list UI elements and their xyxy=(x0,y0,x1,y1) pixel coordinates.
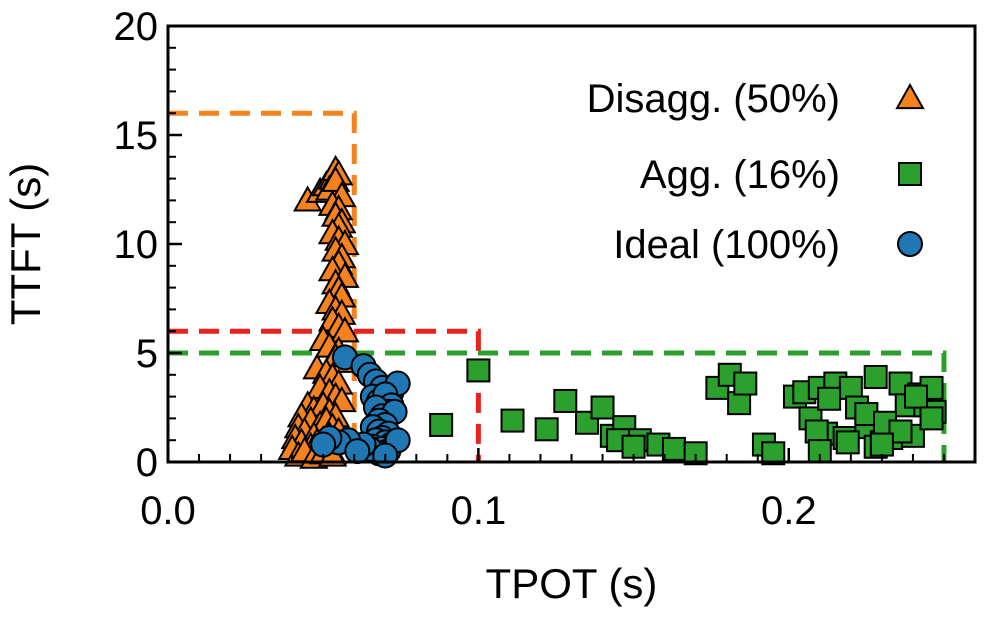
square-point xyxy=(835,430,860,455)
square-point xyxy=(661,436,686,461)
y-tick-label: 5 xyxy=(136,332,158,376)
square-point xyxy=(553,388,578,413)
square-point xyxy=(919,406,944,431)
y-tick-label: 20 xyxy=(114,5,159,49)
square-point xyxy=(863,364,888,389)
legend-label: Agg. (16%) xyxy=(640,153,840,197)
square-point xyxy=(534,417,559,442)
axes: 0 5 10 15 20 0.0 0.1 0.2 xyxy=(114,5,945,533)
legend-label: Ideal (100%) xyxy=(613,223,840,267)
square-point xyxy=(429,412,454,437)
legend: Disagg. (50%) Agg. (16%) Ideal (100%) xyxy=(587,77,925,267)
slo-threshold-line xyxy=(168,328,481,462)
square-point xyxy=(500,408,525,433)
x-axis-label: TPOT (s) xyxy=(486,560,658,607)
y-tick-label: 15 xyxy=(114,114,159,158)
y-tick-label: 10 xyxy=(114,223,159,267)
slo-threshold-line xyxy=(168,110,357,462)
square-point xyxy=(761,441,786,466)
legend-circle-marker xyxy=(897,231,923,257)
series-square xyxy=(429,358,947,466)
circle-point xyxy=(310,431,337,458)
triangle-point xyxy=(330,316,360,343)
square-point xyxy=(817,386,842,411)
square-point xyxy=(466,358,491,383)
x-tick-label: 0.1 xyxy=(451,489,507,533)
circle-point xyxy=(344,438,371,465)
square-point xyxy=(590,395,615,420)
square-point xyxy=(888,419,913,444)
square-point xyxy=(869,432,894,457)
series-triangle xyxy=(277,154,360,469)
x-tick-label: 0.0 xyxy=(140,489,196,533)
series-circle xyxy=(310,344,411,469)
y-axis-label: TTFT (s) xyxy=(2,163,49,326)
data-points xyxy=(277,154,947,469)
square-point xyxy=(733,371,758,396)
y-tick-label: 0 xyxy=(136,441,158,485)
legend-square-marker xyxy=(898,162,922,186)
square-point xyxy=(683,441,708,466)
x-tick-label: 0.2 xyxy=(761,489,817,533)
legend-label: Disagg. (50%) xyxy=(587,77,840,121)
legend-triangle-marker xyxy=(895,82,925,110)
slo-threshold-line xyxy=(168,350,947,462)
square-point xyxy=(904,384,929,409)
slo-threshold-boxes xyxy=(168,110,947,462)
